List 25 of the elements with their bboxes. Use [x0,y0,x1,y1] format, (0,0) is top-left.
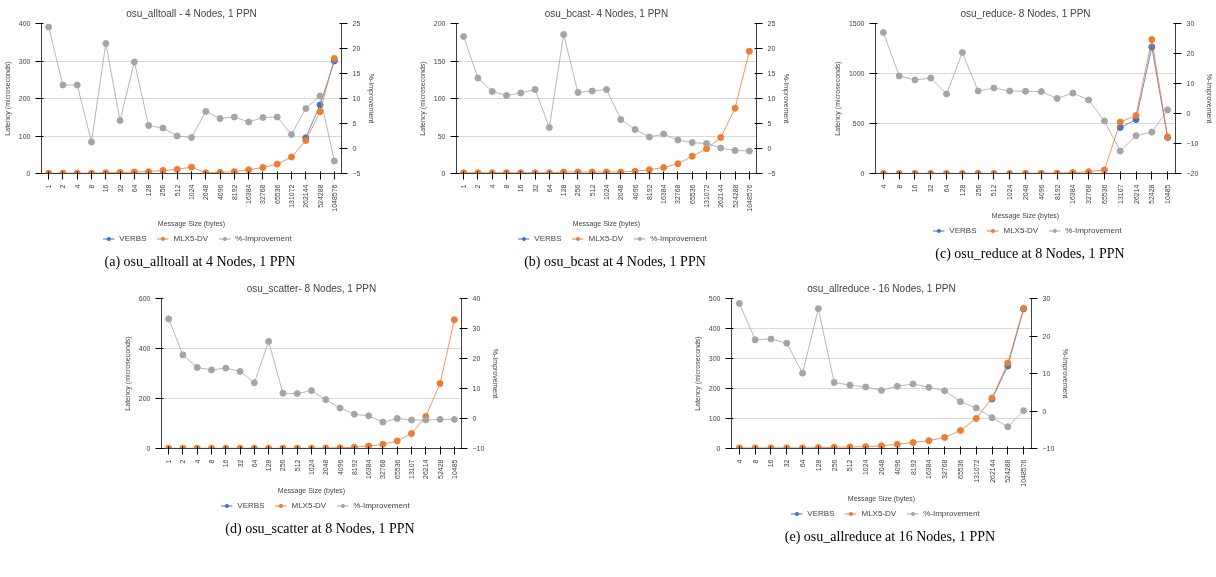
chart-title: osu_scatter- 8 Nodes, 1 PPN [246,282,377,294]
legend-label: VERBS [949,225,977,235]
legend-label: VERBS [237,500,265,510]
legend-label: VERBS [534,233,562,243]
text: (c) osu_reduce at 8 Nodes, 1 PPN [935,245,1125,263]
chart-title: osu_bcast- 4 Nodes, 1 PPN [544,7,669,19]
legend-label: %-Improvement [235,233,292,243]
text: (d) osu_scatter at 8 Nodes, 1 PPN [225,520,415,538]
legend-label: MLX5-DV [1003,225,1039,235]
legend-label: MLX5-DV [861,508,897,518]
text: (b) osu_bcast at 4 Nodes, 1 PPN [524,253,706,271]
chart-title: osu_reduce- 8 Nodes, 1 PPN [960,7,1091,19]
text: (e) osu_allreduce at 16 Nodes, 1 PPN [784,528,996,546]
chart-title: osu_allreduce - 16 Nodes, 1 PPN [807,282,956,294]
legend-label: %-Improvement [923,508,980,518]
legend-label: %-Improvement [353,500,410,510]
legend-label: MLX5-DV [173,233,209,243]
legend-label: MLX5-DV [588,233,624,243]
chart-title: osu_alltoall - 4 Nodes, 1 PPN [126,7,257,19]
legend-label: %-Improvement [1065,225,1122,235]
legend-label: VERBS [119,233,147,243]
legend-label: MLX5-DV [291,500,327,510]
text: (a) osu_alltoall at 4 Nodes, 1 PPN [104,253,296,271]
legend-label: %-Improvement [650,233,707,243]
legend-label: VERBS [807,508,835,518]
